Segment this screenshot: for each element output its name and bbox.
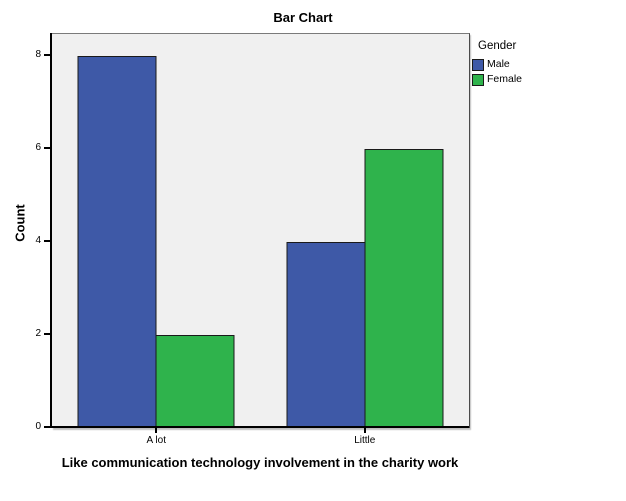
legend-label: Male [487, 58, 510, 70]
bar-group-little [286, 34, 444, 428]
x-tick-label: Little [354, 435, 376, 446]
x-tick-label: A lot [146, 435, 166, 446]
bar-group-a-lot [77, 34, 235, 428]
y-tick-label: 0 [35, 421, 41, 432]
legend-swatch-female [472, 73, 484, 86]
y-tick-label: 2 [35, 327, 41, 339]
bar-male-a-lot [77, 55, 157, 428]
bar-male-little [286, 241, 366, 428]
x-tick-mark [363, 427, 366, 433]
y-tick-mark [44, 239, 50, 242]
legend-items: Male Female [472, 57, 622, 87]
bar-female-a-lot [155, 334, 235, 428]
legend-title: Gender [478, 40, 517, 52]
x-axis-ticks: A lot Little [52, 427, 469, 449]
y-tick-mark [44, 146, 50, 149]
y-tick-mark [44, 53, 50, 56]
y-axis-ticks: 0 2 4 6 8 [0, 33, 50, 432]
legend-item-female: Female [472, 72, 622, 87]
plot-area [52, 33, 470, 428]
x-axis-line [50, 426, 469, 428]
y-tick-label: 8 [35, 48, 41, 60]
legend-item-male: Male [472, 57, 622, 72]
x-tick-mark [155, 427, 158, 433]
legend: Gender Male Female [472, 40, 622, 87]
y-tick-label: 4 [35, 234, 41, 246]
legend-swatch-male [472, 58, 484, 71]
chart-title: Bar Chart [273, 10, 333, 25]
x-axis-title: Like communication technology involvemen… [61, 455, 459, 470]
y-tick-mark [44, 332, 50, 335]
bar-female-little [364, 148, 444, 428]
y-axis-line [50, 33, 52, 428]
y-tick-mark [44, 426, 50, 428]
y-tick-label: 6 [35, 141, 41, 153]
legend-label: Female [487, 73, 523, 85]
